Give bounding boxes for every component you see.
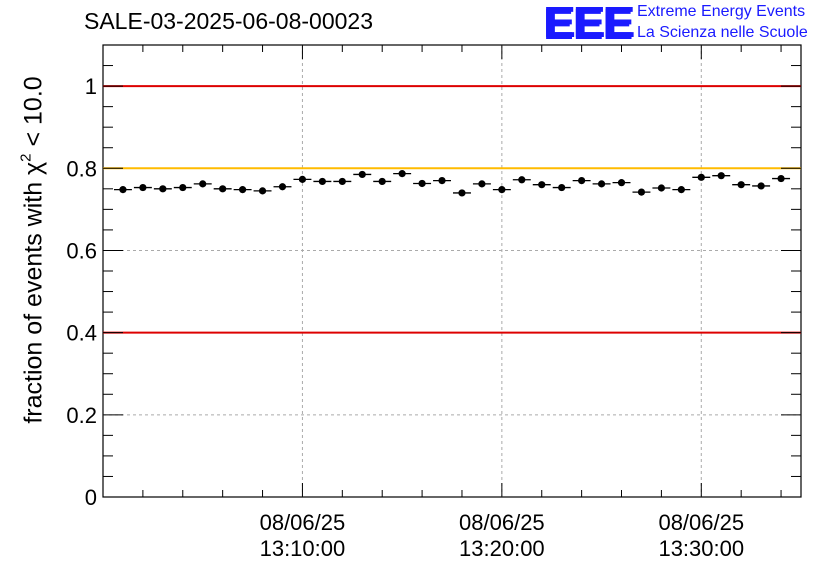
y-tick-labels: 0 0.2 0.4 0.6 0.8 1 <box>66 74 97 510</box>
data-point-marker <box>578 177 586 185</box>
data-point-26 <box>632 188 651 196</box>
data-point-19 <box>492 186 511 194</box>
data-point-marker <box>239 186 247 194</box>
reference-lines <box>103 85 801 334</box>
data-point-marker <box>558 183 566 192</box>
data-point-15 <box>413 179 432 188</box>
data-point-marker <box>757 182 765 190</box>
data-point-33 <box>772 174 791 183</box>
y-axis-label-exponent: 2 <box>17 153 35 162</box>
y-axis-label-suffix: < 10.0 <box>19 76 48 154</box>
data-point-31 <box>732 181 751 189</box>
data-point-marker <box>278 183 287 191</box>
chart-title: SALE-03-2025-06-08-00023 <box>84 8 373 34</box>
data-point-24 <box>592 180 611 188</box>
data-point-marker <box>597 180 606 188</box>
y-tick-label-4: 0.8 <box>66 156 97 181</box>
data-point-marker <box>298 175 307 183</box>
data-point-28 <box>672 186 691 194</box>
data-point-marker <box>697 173 705 181</box>
data-point-marker <box>677 186 685 194</box>
data-point-10 <box>313 177 332 186</box>
data-point-17 <box>452 189 471 197</box>
data-point-11 <box>333 177 352 186</box>
x-tick-time-0: 13:10:00 <box>260 536 346 561</box>
data-point-marker <box>219 185 227 193</box>
data-point-marker <box>338 177 346 186</box>
data-point-marker <box>179 183 187 192</box>
data-point-23 <box>572 177 591 185</box>
x-tick-time-1: 13:20:00 <box>459 536 545 561</box>
data-point-marker <box>717 172 725 180</box>
data-point-9 <box>293 175 312 183</box>
data-point-13 <box>373 177 392 186</box>
data-point-7 <box>253 187 272 195</box>
data-point-marker <box>418 179 426 188</box>
data-point-8 <box>273 183 292 191</box>
data-point-12 <box>353 170 372 179</box>
data-point-6 <box>233 186 252 194</box>
y-tick-label-5: 1 <box>85 74 97 99</box>
data-point-marker <box>258 187 267 195</box>
data-point-marker <box>159 185 167 193</box>
data-point-marker <box>637 188 646 196</box>
data-point-0 <box>113 186 132 194</box>
data-point-18 <box>472 180 491 188</box>
x-tick-time-2: 13:30:00 <box>658 536 744 561</box>
data-point-marker <box>358 170 366 179</box>
data-point-marker <box>139 183 147 192</box>
axis-ticks <box>103 44 801 498</box>
data-point-marker <box>737 181 745 189</box>
data-point-marker <box>518 176 526 184</box>
x-tick-labels: 08/06/2513:10:0008/06/2513:20:0008/06/25… <box>260 510 744 561</box>
y-axis-label: fraction of events with χ2 < 10.0 <box>17 76 48 424</box>
data-point-25 <box>612 179 631 187</box>
eee-logo-line2: La Scienza nelle Scuole <box>637 24 808 41</box>
eee-logo-mark: EEE <box>543 0 633 47</box>
data-point-29 <box>692 173 711 181</box>
y-tick-label-0: 0 <box>85 485 97 510</box>
data-point-marker <box>398 170 406 178</box>
data-point-marker <box>498 186 506 194</box>
plot-frame <box>102 44 802 498</box>
data-point-16 <box>433 177 452 185</box>
eee-logo-line1: Extreme Energy Events <box>637 3 806 20</box>
data-point-marker <box>438 177 446 185</box>
data-point-14 <box>393 170 412 178</box>
y-tick-label-3: 0.6 <box>66 238 97 263</box>
data-point-marker <box>538 181 546 189</box>
data-point-5 <box>213 185 232 193</box>
data-point-30 <box>712 172 731 180</box>
data-point-marker <box>119 186 127 194</box>
data-point-marker <box>777 174 785 183</box>
data-point-3 <box>173 183 192 192</box>
y-tick-label-2: 0.4 <box>66 321 97 346</box>
data-point-marker <box>617 179 626 187</box>
x-tick-date-0: 08/06/25 <box>260 510 346 535</box>
y-tick-label-1: 0.2 <box>66 403 97 428</box>
data-point-22 <box>552 183 571 192</box>
data-point-marker <box>458 189 466 197</box>
data-point-27 <box>652 184 671 192</box>
data-point-marker <box>199 180 207 188</box>
data-point-4 <box>193 180 212 188</box>
data-point-marker <box>657 184 666 192</box>
data-point-32 <box>752 182 771 190</box>
data-point-2 <box>153 185 172 193</box>
x-tick-date-1: 08/06/25 <box>459 510 545 535</box>
data-series <box>113 170 791 197</box>
y-axis-label-chi: χ <box>19 161 48 175</box>
x-tick-date-2: 08/06/25 <box>658 510 744 535</box>
data-point-20 <box>512 176 531 184</box>
data-point-marker <box>478 180 486 188</box>
data-point-marker <box>378 177 386 186</box>
data-point-1 <box>133 183 152 192</box>
data-point-21 <box>532 181 551 189</box>
data-point-marker <box>318 177 326 186</box>
y-axis-label-prefix: fraction of events with <box>19 174 48 424</box>
grid-lines <box>103 45 801 497</box>
